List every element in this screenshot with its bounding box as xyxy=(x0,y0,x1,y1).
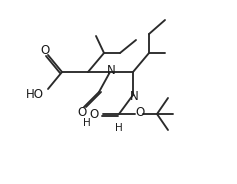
Text: O: O xyxy=(90,107,99,121)
Text: HO: HO xyxy=(26,88,44,100)
Text: O: O xyxy=(77,107,87,119)
Text: N: N xyxy=(107,65,115,77)
Text: O: O xyxy=(40,43,50,56)
Text: N: N xyxy=(130,91,138,103)
Text: H: H xyxy=(115,123,123,133)
Text: H: H xyxy=(83,118,91,128)
Text: O: O xyxy=(135,107,145,119)
